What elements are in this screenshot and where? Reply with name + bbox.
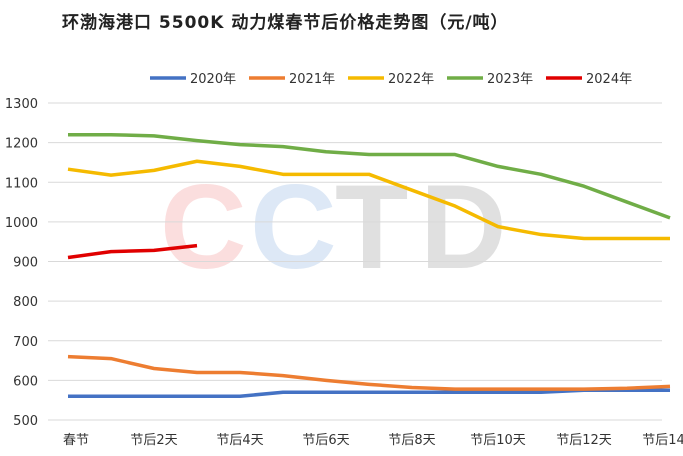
x-tick-label: 春节 [63,433,89,448]
y-tick-label: 600 [13,374,38,389]
y-tick-label: 500 [13,414,38,429]
y-tick-label: 800 [13,295,38,310]
legend-label: 2020年 [190,72,236,87]
x-tick-label: 节后14天 [642,433,683,448]
chart-title: 环渤海港口 5500K 动力煤春节后价格走势图（元/吨） [62,13,509,33]
svg-text:C: C [160,160,247,294]
legend-label: 2022年 [388,72,434,87]
legend-label: 2024年 [586,72,632,87]
y-tick-label: 1100 [5,176,38,191]
series-line-2023年 [68,132,671,220]
series-line-2024年 [67,243,198,260]
legend-label: 2021年 [289,72,335,87]
x-tick-label: 节后6天 [302,433,349,448]
watermark: C C T D [160,160,507,294]
y-tick-label: 1200 [5,137,38,152]
y-tick-label: 1000 [5,216,38,231]
y-tick-label: 1300 [5,97,38,112]
x-tick-label: 节后4天 [216,433,263,448]
y-tick-label: 700 [13,335,38,350]
y-tick-label: 900 [13,256,38,271]
svg-text:T: T [335,160,408,294]
svg-text:C: C [250,160,337,294]
x-tick-label: 节后12天 [556,433,612,448]
series-line-2021年 [67,354,671,391]
series-line-2022年 [67,159,670,241]
x-tick-label: 节后2天 [130,433,177,448]
series-line-2020年 [68,388,670,398]
x-tick-label: 节后8天 [388,433,435,448]
svg-text:D: D [420,160,507,294]
x-tick-label: 节后10天 [470,433,526,448]
legend-label: 2023年 [487,72,533,87]
